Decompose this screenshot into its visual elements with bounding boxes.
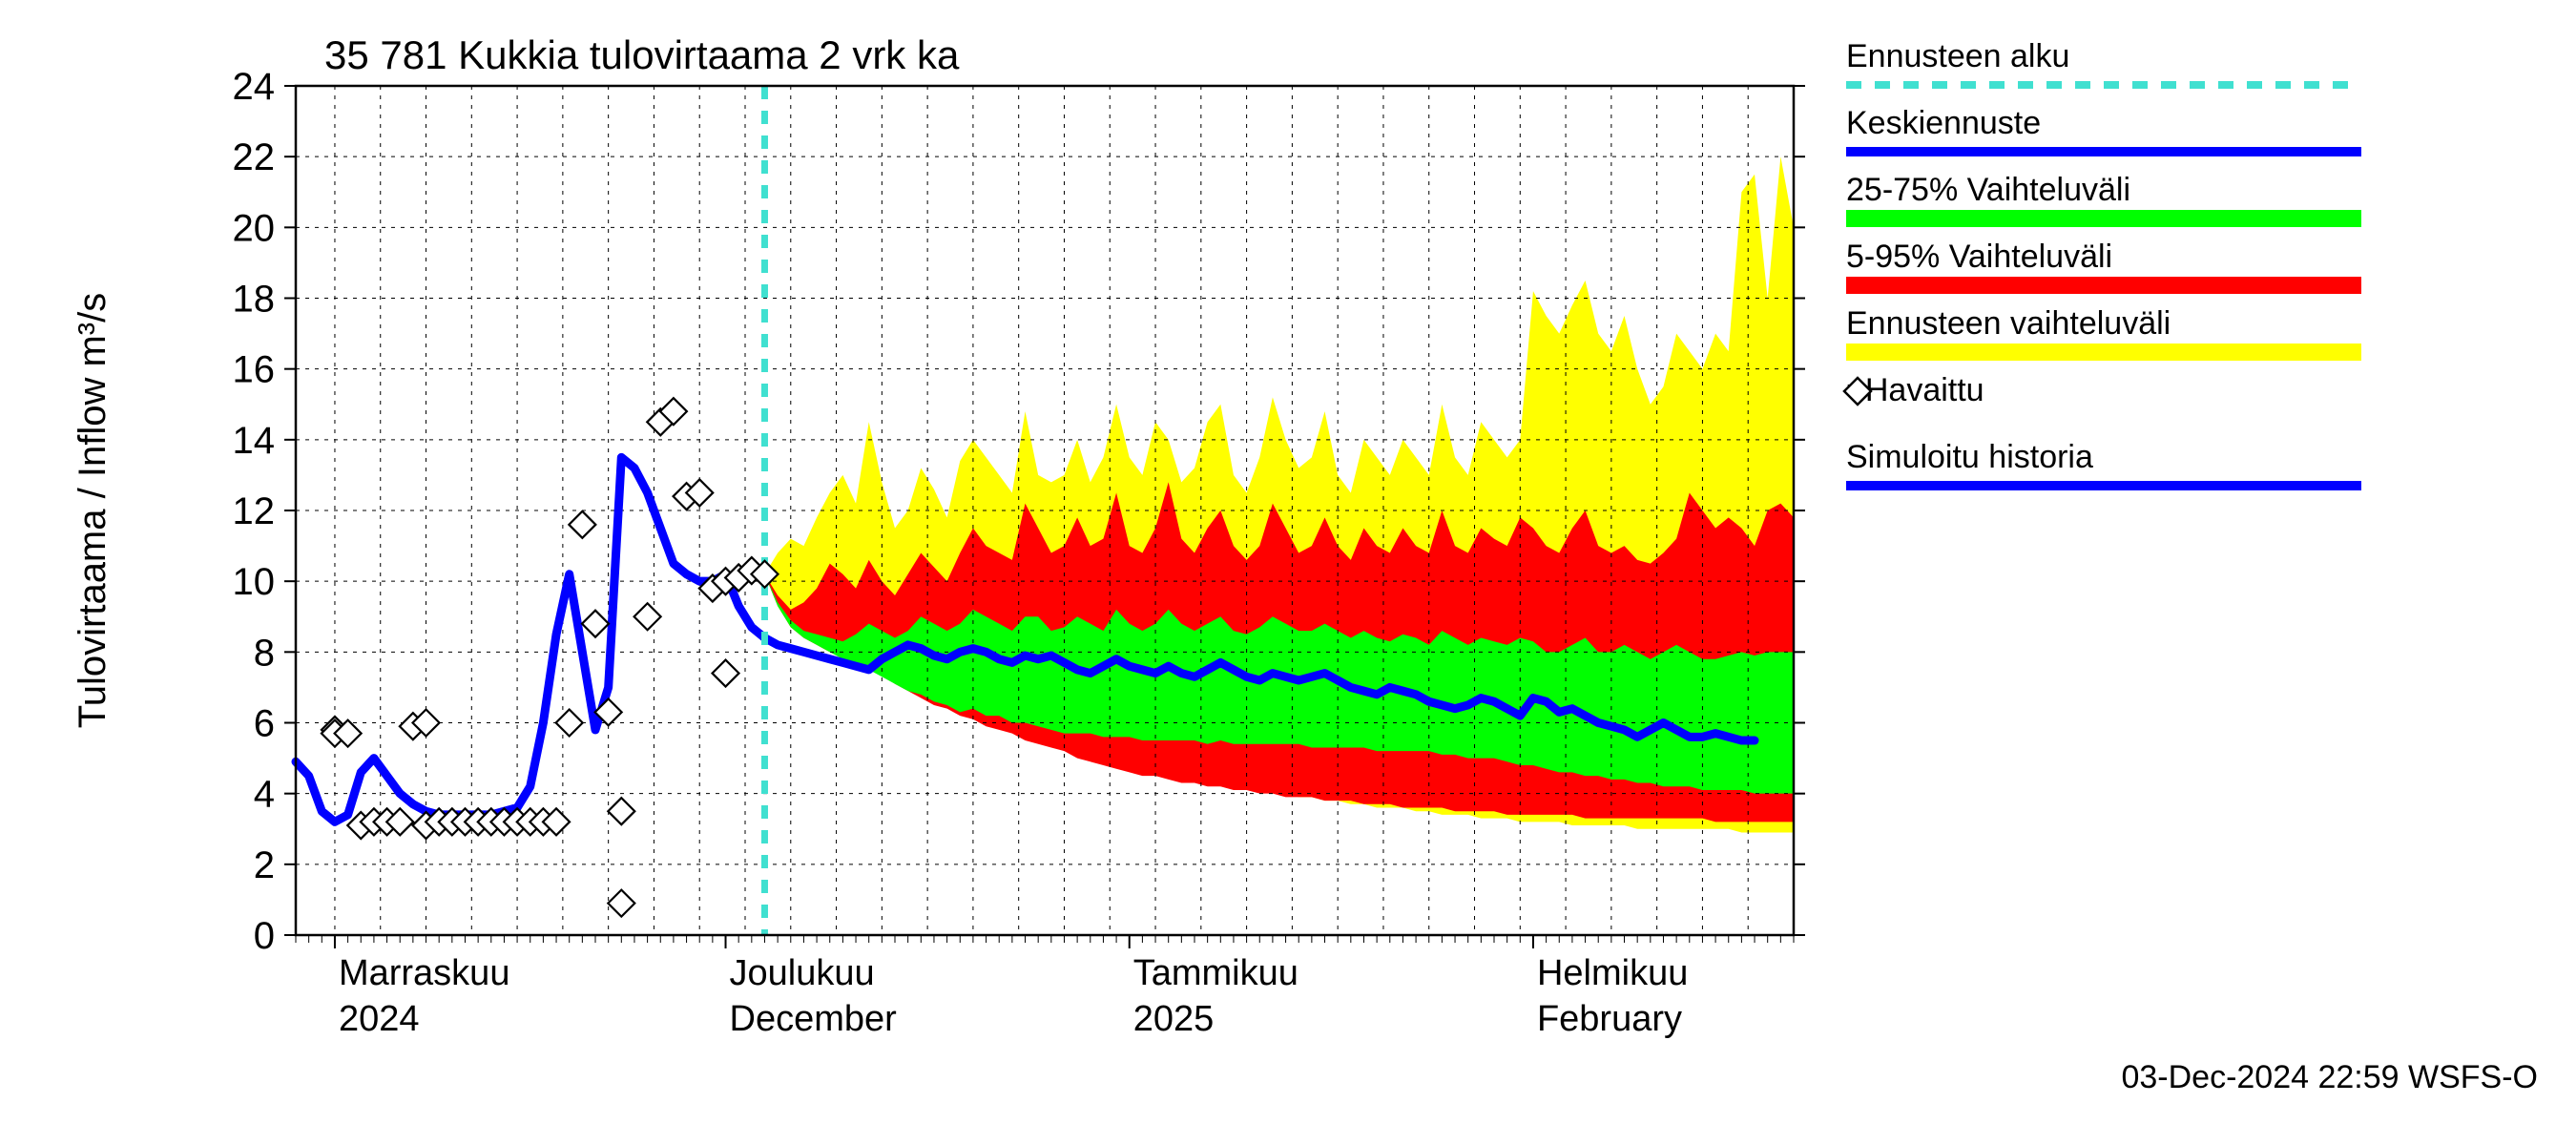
ytick-label: 22: [233, 136, 276, 178]
legend-label: Simuloitu historia: [1846, 439, 2093, 475]
ytick-label: 14: [233, 420, 276, 462]
ytick-label: 8: [254, 632, 275, 674]
ytick-label: 4: [254, 774, 275, 816]
legend-label: Ennusteen alku: [1846, 38, 2069, 74]
xaxis-label-line1: Helmikuu: [1537, 953, 1688, 993]
legend-label: 5-95% Vaihteluväli: [1846, 239, 2112, 275]
chart-svg: 024681012141618202224Marraskuu2024Jouluk…: [0, 0, 2576, 1145]
xaxis-label-line1: Marraskuu: [339, 953, 510, 993]
xaxis-label-line1: Tammikuu: [1133, 953, 1298, 993]
ytick-label: 10: [233, 561, 276, 603]
legend-label: Keskiennuste: [1846, 105, 2041, 141]
xaxis-label-line2: 2025: [1133, 999, 1215, 1039]
xaxis-label-line2: February: [1537, 999, 1682, 1039]
ytick-label: 18: [233, 279, 276, 321]
ytick-label: 6: [254, 703, 275, 745]
xaxis-label-line2: December: [730, 999, 898, 1039]
legend-swatch: [1846, 210, 2361, 227]
ytick-label: 2: [254, 844, 275, 886]
inflow-forecast-chart: 024681012141618202224Marraskuu2024Jouluk…: [0, 0, 2576, 1145]
legend-label: Ennusteen vaihteluväli: [1846, 305, 2171, 342]
yaxis-label: Tulovirtaama / Inflow m³/s: [72, 293, 114, 728]
chart-title: 35 781 Kukkia tulovirtaama 2 vrk ka: [324, 32, 960, 77]
legend-swatch: [1846, 277, 2361, 294]
ytick-label: 12: [233, 490, 276, 532]
ytick-label: 0: [254, 915, 275, 957]
ytick-label: 20: [233, 207, 276, 249]
xaxis-label-line1: Joulukuu: [730, 953, 875, 993]
legend-label: 25-75% Vaihteluväli: [1846, 172, 2130, 208]
ytick-label: 24: [233, 66, 276, 108]
footer-timestamp: 03-Dec-2024 22:59 WSFS-O: [2121, 1059, 2538, 1095]
xaxis-label-line2: 2024: [339, 999, 420, 1039]
legend-swatch: [1846, 344, 2361, 361]
ytick-label: 16: [233, 349, 276, 391]
